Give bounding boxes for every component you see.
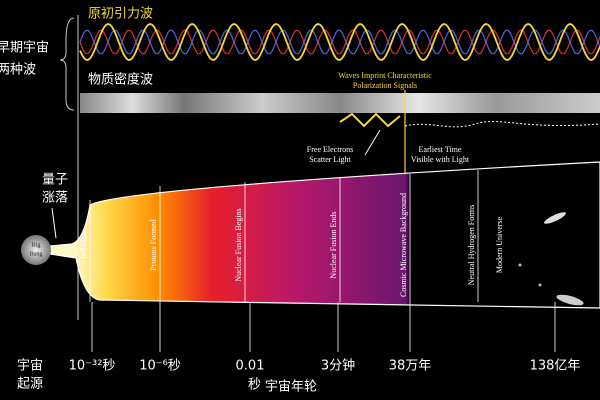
epoch-label: Protons Formed <box>149 219 158 270</box>
galaxy <box>544 212 566 224</box>
scatter-zigzag <box>339 112 401 128</box>
density-wave-label: 物质密度波 <box>88 72 153 88</box>
pointer <box>51 207 57 239</box>
timeline-label: 138亿年 <box>530 359 581 374</box>
big-bang-label: Big <box>32 242 41 248</box>
galaxy <box>518 263 522 267</box>
earliest-note: Visible with Light <box>411 155 470 164</box>
timeline-label: 3分钟 <box>321 358 355 374</box>
galaxy <box>538 283 542 287</box>
universe-funnel <box>49 161 600 309</box>
axis-title: 宇宙年轮 <box>265 380 317 395</box>
epoch-label: Inflation <box>79 231 88 259</box>
timeline-label: 0.01 <box>236 359 265 374</box>
scatter-note: Free Electrons <box>307 145 353 154</box>
unit-label: 秒 <box>248 378 261 393</box>
left-label: 早期宇宙 <box>0 41 49 56</box>
epoch-label: Modern Universe <box>495 216 504 273</box>
timeline-label: 10⁻⁶秒 <box>139 359 181 374</box>
epoch-label: Nuclear Fusion Ends <box>329 211 338 278</box>
epoch-label: Cosmic Microwave Background <box>399 193 408 297</box>
wave <box>79 23 600 61</box>
wave <box>79 29 600 55</box>
big-bang <box>21 235 51 265</box>
wave <box>79 29 600 55</box>
timeline-label: 10⁻³²秒 <box>69 359 116 374</box>
light-ray <box>404 120 600 128</box>
epoch-label: Neutral Hydrogen Forms <box>467 205 476 285</box>
scatter-note: Scatter Light <box>309 155 351 164</box>
big-bang-label: Bang <box>30 251 43 257</box>
timeline-label: 宇宙 <box>17 359 43 374</box>
timeline-label: 起源 <box>17 377 43 392</box>
earliest-note: Earliest Time <box>419 145 462 154</box>
bracket <box>59 17 75 111</box>
pointer <box>364 129 381 156</box>
gravity-wave-label: 原初引力波 <box>88 7 153 22</box>
quantum-label: 涨落 <box>42 191 68 206</box>
galaxy <box>556 294 584 306</box>
epoch-label: Nuclear Fusion Begins <box>234 208 243 281</box>
quantum-label: 量子 <box>42 173 68 188</box>
density-band <box>80 93 600 113</box>
gravity-waves <box>79 23 600 61</box>
timeline-label: 38万年 <box>389 359 432 374</box>
polarization-note: Waves Imprint Characteristic <box>338 71 432 80</box>
polarization-note: Polarization Signals <box>353 81 417 90</box>
left-label: 两种波 <box>0 63 36 78</box>
